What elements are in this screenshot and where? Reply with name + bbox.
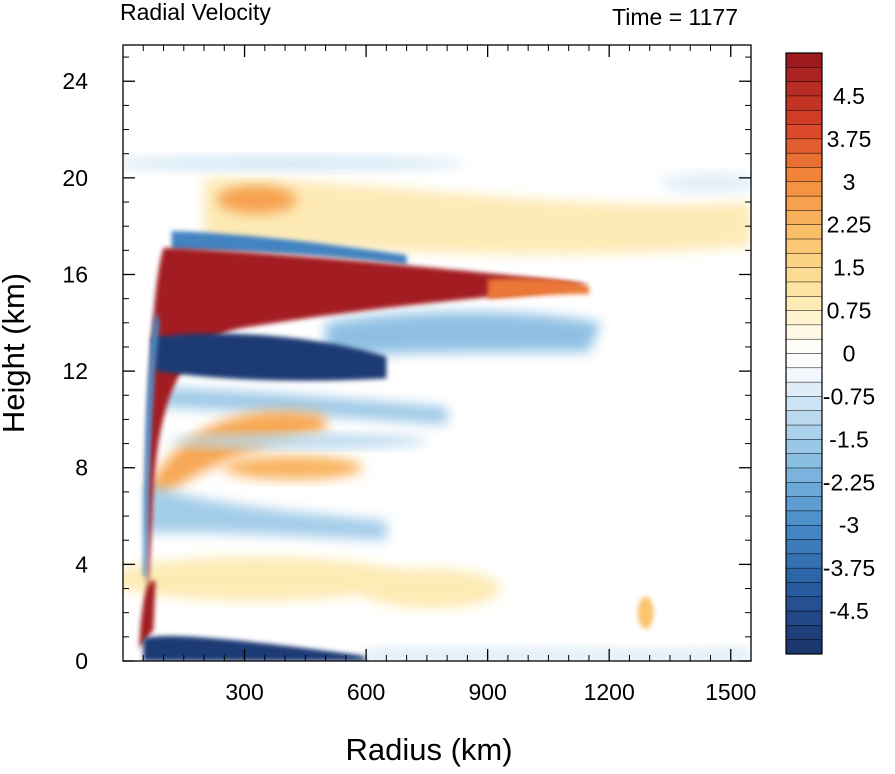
low-cool-band [147,484,387,541]
colorbar-tick-label: 0.75 [827,298,872,324]
colorbar-swatch [786,95,822,111]
y-tick-label: 16 [62,261,88,287]
time-label: Time = 1177 [612,4,738,30]
colorbar-tick-label: -0.75 [823,383,875,409]
colorbar-swatch [786,410,822,426]
x-tick-label: 600 [347,679,385,705]
sub-outflow-cool-band [325,311,602,357]
colorbar-tick-label: 2.25 [827,212,872,238]
upper-cool-band [123,156,466,171]
x-tick-label: 1200 [584,679,635,705]
right-cool-patch [660,172,751,193]
colorbar-swatch [786,596,822,612]
colorbar-swatch [786,281,822,297]
colorbar-swatch [786,367,822,383]
y-tick-label: 24 [62,68,88,94]
colorbar-swatch [786,553,822,569]
x-tick-label: 300 [225,679,263,705]
colorbar-swatch [786,625,822,641]
y-tick-label: 20 [62,165,88,191]
x-axis-label: Radius (km) [345,732,512,767]
colorbar-tick-label: 1.5 [833,255,865,281]
low-warm-patch [123,556,407,601]
colorbar-swatch [786,467,822,483]
colorbar-swatch [786,239,822,254]
x-axis: 300 600 900 1200 1500 [142,45,756,705]
outflow-tail [487,278,589,299]
colorbar-swatch [786,181,822,197]
colorbar-swatch [786,496,822,512]
colorbar-swatch [786,611,822,626]
inflow-below-outflow [151,333,387,381]
boundary-layer-inflow [143,636,367,661]
colorbar-swatch [786,296,822,311]
colorbar-swatch [786,582,822,598]
warm-streak [637,596,654,629]
colorbar-swatch [786,439,822,455]
upper-thin-inflow [171,231,407,265]
mid-outflow-lobe [223,455,364,480]
upper-outflow-core [216,185,297,214]
colorbar-swatch [786,539,822,555]
colorbar-swatch [786,324,822,340]
colorbar-swatch [786,138,822,154]
colorbar: 4.5 3.75 3 2.25 1.5 0.75 0 -0.75 -1.5 -2.25 -3 -3.7… [785,52,875,655]
colorbar-swatch [786,81,822,97]
colorbar-swatch [786,267,822,283]
colorbar-tick-label: -2.25 [823,469,875,495]
colorbar-swatch [786,382,822,397]
mid-cool-band [163,388,448,425]
colorbar-swatch [786,310,822,326]
low-warm-patch-east [360,568,501,609]
colorbar-swatch [786,425,822,440]
colorbar-tick-label: 3 [843,169,856,195]
colorbar-swatch [786,167,822,183]
core-lower-outflow [139,580,156,649]
colorbar-tick-label: -3 [839,512,859,538]
colorbar-tick-label: -3.75 [823,555,875,581]
colorbar-swatch [786,453,822,469]
colorbar-swatch [786,482,822,497]
colorbar-swatch [786,110,822,125]
colorbar-swatch [786,525,822,540]
colorbar-swatch [786,196,822,211]
y-tick-label: 12 [62,358,88,384]
velocity-field [123,156,751,661]
upper-outflow-layer [204,177,751,255]
colorbar-tick-label: 3.75 [827,126,872,152]
colorbar-swatch [786,210,822,226]
colorbar-swatch [786,353,822,369]
colorbar-frame [785,52,823,655]
boundary-layer-tail [366,648,751,661]
colorbar-swatch [786,224,822,240]
colorbar-swatch [786,568,822,583]
colorbar-swatch [786,53,822,68]
colorbar-tick-label: -4.5 [829,598,869,624]
plot-frame [122,44,752,662]
colorbar-tick-label: 4.5 [833,83,865,109]
colorbar-tick-label: -1.5 [829,426,869,452]
x-tick-label: 1500 [705,679,756,705]
mid-level-outflow [147,410,326,500]
y-axis-label: Height (km) [0,273,31,433]
colorbar-swatch [786,253,822,269]
colorbar-tick-label: 0 [843,341,856,367]
colorbar-swatch [786,153,822,168]
colorbar-swatch [786,639,822,655]
colorbar-swatch [786,510,822,526]
inflow-eyewall-edge [143,310,160,577]
y-tick-label: 4 [75,551,88,577]
chart-title: Radial Velocity [120,0,271,25]
colorbar-swatch [786,67,822,83]
y-axis: 0 4 8 12 16 20 24 [62,56,751,674]
colorbar-swatch [786,396,822,412]
colorbar-swatch [786,339,822,354]
mid-cool-lobe [167,434,428,449]
colorbar-swatch [786,124,822,140]
y-tick-label: 0 [75,648,88,674]
y-tick-label: 8 [75,455,88,481]
x-tick-label: 900 [468,679,506,705]
